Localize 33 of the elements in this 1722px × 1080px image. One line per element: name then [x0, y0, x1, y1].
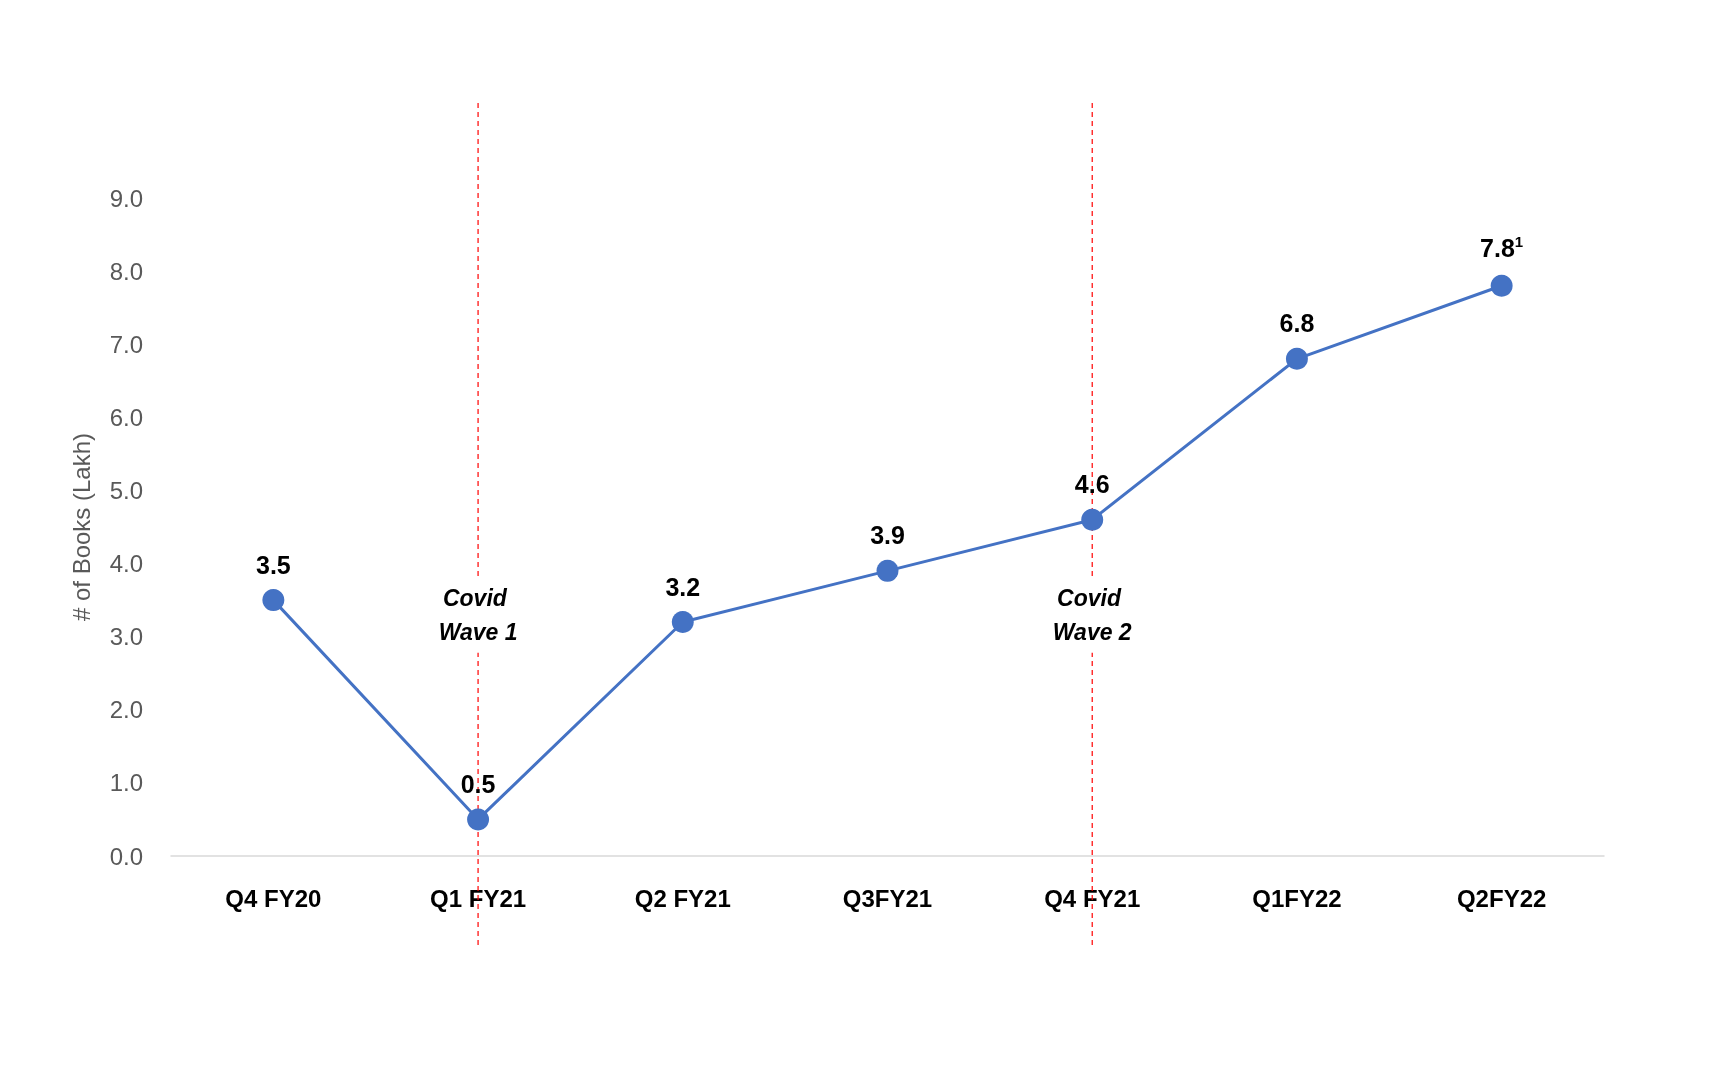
- y-tick-label: 3.0: [109, 623, 143, 651]
- y-tick-label: 9.0: [109, 184, 143, 212]
- point: [467, 808, 490, 831]
- x-tick-label: Q4 FY20: [225, 884, 322, 912]
- y-tick-label: 0.0: [109, 842, 143, 870]
- y-tick-label: 7.0: [109, 330, 143, 358]
- data-label: 3.9: [870, 521, 905, 550]
- point: [262, 589, 285, 612]
- ref-line-label: Covid Wave 1: [438, 584, 518, 645]
- data-label: 4.6: [1074, 470, 1110, 499]
- point: [1285, 347, 1308, 370]
- x-tick-label: Q4 FY21: [1044, 884, 1141, 912]
- y-tick-label: 2.0: [109, 696, 143, 724]
- data-label: 6.8: [1279, 309, 1315, 338]
- x-tick-label: Q2FY22: [1456, 884, 1547, 912]
- y-tick-label: 1.0: [109, 769, 143, 797]
- ref-line-label: Covid Wave 2: [1052, 584, 1132, 645]
- point: [1490, 274, 1513, 297]
- data-label: 3.5: [255, 550, 291, 579]
- data-label: 0.5: [460, 769, 496, 798]
- point: [1081, 508, 1104, 531]
- x-tick-label: Q1 FY21: [430, 884, 527, 912]
- x-tick-label: Q2 FY21: [634, 884, 731, 912]
- point: [876, 559, 899, 582]
- point: [671, 611, 694, 634]
- y-tick-label: 6.0: [109, 403, 143, 431]
- y-tick-label: 8.0: [109, 257, 143, 285]
- y-tick-label: 4.0: [109, 550, 143, 578]
- y-tick-label: 5.0: [109, 476, 143, 504]
- x-tick-label: Q3FY21: [842, 884, 933, 912]
- y-axis-title: # of Books (Lakh): [67, 432, 95, 622]
- data-label: 3.2: [665, 572, 701, 601]
- x-tick-label: Q1FY22: [1252, 884, 1342, 912]
